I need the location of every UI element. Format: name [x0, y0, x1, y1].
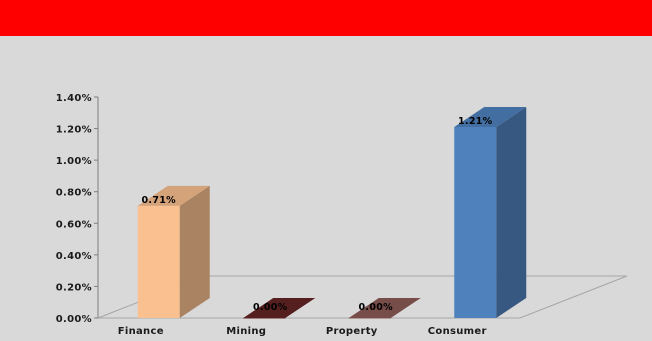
- y-tick-label: 1.00%: [56, 156, 92, 167]
- bar-top: [243, 298, 316, 318]
- y-tick-label: 0.00%: [56, 314, 92, 325]
- bar-front: [243, 318, 286, 319]
- y-tick-label: 1.40%: [56, 93, 92, 104]
- y-tick-label: 0.80%: [56, 188, 92, 199]
- bar-front: [454, 126, 497, 318]
- bar-side: [496, 106, 527, 318]
- data-label: 0.00%: [359, 302, 394, 313]
- y-tick-label: 0.40%: [56, 251, 92, 262]
- data-label: 0.71%: [142, 195, 177, 206]
- x-tick-label: Mining: [226, 326, 266, 337]
- data-label: 1.21%: [458, 116, 493, 127]
- bar-side: [179, 185, 210, 318]
- bar-top: [454, 106, 527, 127]
- bar-property: [348, 298, 421, 319]
- x-tick-label: Property: [326, 326, 378, 337]
- bar-finance: [137, 185, 210, 318]
- bar-top: [137, 185, 210, 206]
- y-tick-label: 0.20%: [56, 282, 92, 293]
- x-tick-label: Finance: [118, 326, 164, 337]
- bar-mining: [243, 298, 316, 319]
- bar-front: [137, 205, 180, 318]
- bar-consumer: [454, 106, 527, 318]
- bar-top: [348, 298, 421, 318]
- x-tick-label: Consumer: [428, 326, 487, 337]
- bar-front: [348, 318, 391, 319]
- bar-chart: 0.00% 0.20% 0.40% 0.60% 0.80% 1.00% 1.20% 1.40%…: [56, 93, 628, 337]
- header-banner: [0, 0, 652, 36]
- y-tick-label: 0.60%: [56, 219, 92, 230]
- data-label: 0.00%: [253, 302, 288, 313]
- y-tick-label: 1.20%: [56, 125, 92, 136]
